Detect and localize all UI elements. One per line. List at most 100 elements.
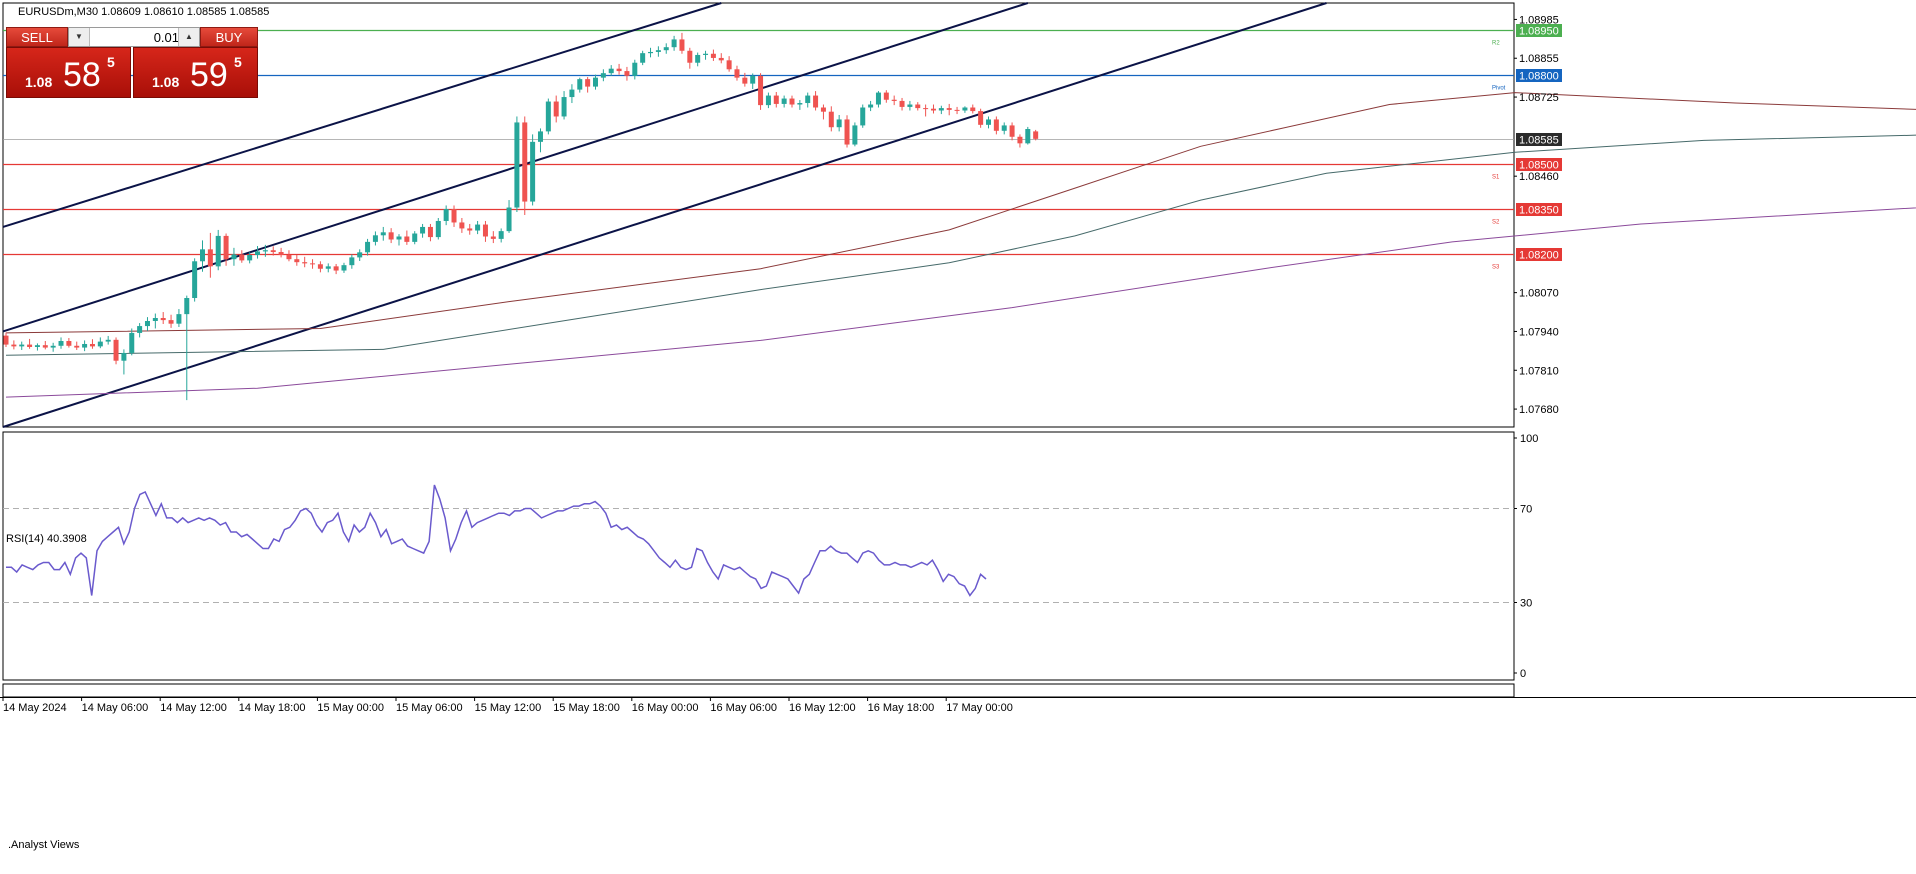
bear-candle <box>624 71 630 76</box>
price-tick-label: 1.08725 <box>1519 92 1559 104</box>
bear-candle <box>687 50 693 63</box>
bear-candle <box>310 263 316 265</box>
buy-button[interactable]: BUY <box>200 27 258 47</box>
bull-candle <box>34 345 40 347</box>
time-tick-label: 15 May 00:00 <box>317 702 384 714</box>
moving-averages <box>5 92 1916 398</box>
bull-candle <box>852 125 858 145</box>
bear-candle <box>27 344 33 347</box>
level-tag-s2: S2 <box>1492 220 1500 226</box>
bear-candle <box>3 335 9 345</box>
bull-candle <box>412 233 418 242</box>
bull-candle <box>19 344 25 347</box>
lot-decrease-button[interactable]: ▼ <box>69 28 90 46</box>
bear-candle <box>89 343 95 347</box>
rsi-header: RSI(14) 40.3908 <box>6 533 87 545</box>
bull-candle <box>341 265 347 271</box>
bull-candle <box>836 119 842 128</box>
price-tick-label: 1.07940 <box>1519 326 1559 338</box>
bull-candle <box>506 207 512 232</box>
bear-candle <box>168 320 174 324</box>
bear-candle <box>388 232 394 240</box>
bear-candle <box>113 339 119 361</box>
sell-button[interactable]: SELL <box>6 27 68 47</box>
sell-price-quote[interactable]: 1.08 58 5 <box>6 47 131 98</box>
time-tick-label: 14 May 18:00 <box>239 702 306 714</box>
bull-candle <box>498 231 504 239</box>
bear-candle <box>742 77 748 84</box>
lot-increase-button[interactable]: ▲ <box>178 28 199 46</box>
bull-candle <box>632 62 638 76</box>
bear-candle <box>42 345 48 348</box>
bull-candle <box>1001 125 1007 131</box>
bull-candle <box>349 257 355 266</box>
bull-candle <box>137 326 143 333</box>
rsi-line <box>6 484 987 597</box>
price-tick-label: 1.08985 <box>1519 14 1559 26</box>
bear-candle <box>333 266 339 271</box>
bull-candle <box>805 95 811 104</box>
bull-candle <box>663 47 669 51</box>
level-tag-pivot: Pivot <box>1492 86 1506 92</box>
bull-candle <box>593 77 598 87</box>
bull-candle <box>907 104 913 107</box>
bear-candle <box>74 345 80 348</box>
bear-candle <box>66 341 72 346</box>
bull-candle <box>537 131 543 142</box>
bear-candle <box>978 111 984 125</box>
sell-price-prefix: 1.08 <box>25 74 53 90</box>
bear-candle <box>585 79 591 87</box>
bear-candle <box>758 75 764 106</box>
bull-candle <box>640 53 646 63</box>
bear-candle <box>679 39 685 51</box>
price-label-pivot: 1.08800 <box>1519 71 1559 83</box>
bear-candle <box>553 101 559 117</box>
bear-candle <box>923 108 929 110</box>
bull-candle <box>192 261 198 299</box>
price-label-bg-s2 <box>1516 203 1562 216</box>
bear-candle <box>490 236 496 239</box>
buy-price-quote[interactable]: 1.08 59 5 <box>133 47 258 98</box>
bear-candle <box>710 53 716 58</box>
bull-candle <box>325 266 331 269</box>
bull-candle <box>561 97 567 117</box>
bull-candle <box>58 341 64 346</box>
bear-candle <box>317 264 323 269</box>
bull-candle <box>121 352 127 361</box>
bull-candle <box>372 235 378 242</box>
bear-candle <box>993 119 999 131</box>
bear-candle <box>734 69 740 78</box>
price-label-r2: 1.08950 <box>1519 26 1559 38</box>
bull-candle <box>435 220 441 238</box>
price-label-bg-s1 <box>1516 158 1562 171</box>
bull-candle <box>655 50 661 52</box>
bull-candle <box>514 122 520 208</box>
bull-candle <box>396 236 402 240</box>
bull-candle <box>530 141 536 202</box>
time-tick-label: 14 May 06:00 <box>82 702 149 714</box>
bull-candle <box>797 103 803 105</box>
bull-candle <box>1025 129 1031 144</box>
bull-candle <box>875 92 881 105</box>
bull-candle <box>608 68 614 74</box>
bull-candle <box>703 53 709 55</box>
bear-candle <box>223 235 229 260</box>
price-label-s1: 1.08500 <box>1519 160 1559 172</box>
time-tick-label: 16 May 18:00 <box>868 702 935 714</box>
bull-candle <box>860 107 866 126</box>
rsi-tick-label: 30 <box>1520 598 1532 610</box>
bull-candle <box>420 226 426 234</box>
bear-candle <box>899 100 905 107</box>
bull-candle <box>176 314 182 324</box>
lot-size-control: ▼ ▲ <box>68 27 200 47</box>
bull-candle <box>475 224 481 231</box>
channel-line-3 <box>2 2 1327 428</box>
price-tick-label: 1.07810 <box>1519 365 1559 377</box>
bear-candle <box>828 111 834 128</box>
bear-candle <box>294 259 300 263</box>
bull-candle <box>262 250 268 252</box>
sell-price-fraction: 5 <box>107 54 115 70</box>
lot-size-input[interactable] <box>91 28 183 46</box>
bear-candle <box>789 98 795 105</box>
